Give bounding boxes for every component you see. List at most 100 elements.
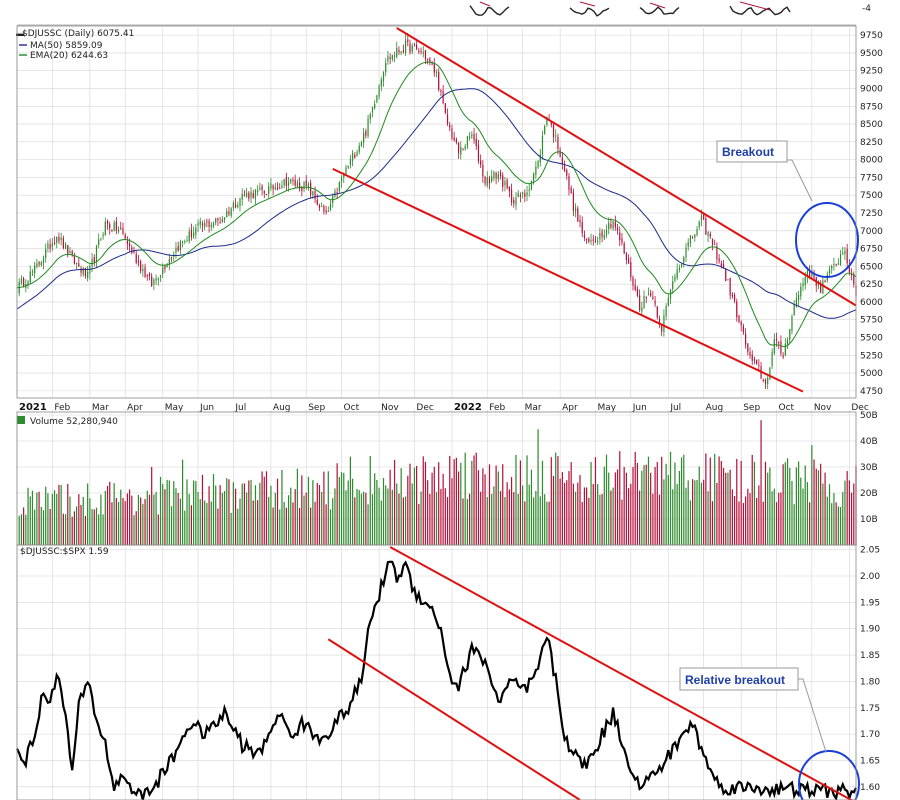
volume-bar: [619, 451, 621, 545]
volume-bar: [493, 486, 495, 545]
volume-bar: [413, 467, 416, 545]
volume-bar: [658, 494, 661, 545]
candle-body: [287, 182, 290, 186]
volume-bar: [667, 475, 669, 545]
volume-bar: [804, 465, 806, 545]
volume-bar: [563, 482, 566, 545]
candle-body: [590, 240, 592, 242]
volume-bar: [612, 487, 614, 545]
volume-bar: [464, 452, 466, 545]
volume-bar: [25, 514, 27, 545]
candle-body: [842, 252, 844, 255]
candle-body: [378, 85, 380, 97]
candle-body: [707, 231, 709, 236]
volume-bar: [188, 493, 190, 545]
candle-body: [400, 51, 402, 53]
volume-bar: [822, 483, 824, 545]
volume-bar: [471, 460, 473, 545]
candle-body: [232, 202, 234, 209]
volume-bar: [363, 491, 365, 545]
candle-body: [120, 227, 122, 229]
candle-body: [599, 232, 601, 240]
volume-bar: [343, 472, 345, 545]
candle-body: [663, 315, 665, 332]
volume-bar: [669, 451, 672, 545]
volume-bar: [630, 483, 632, 545]
price-y-tick-label: 6750: [860, 245, 883, 255]
volume-bar: [850, 492, 853, 545]
candle-body: [616, 227, 619, 231]
candle-body: [73, 256, 76, 264]
date-axis-label: Nov: [381, 403, 399, 413]
candle-body: [725, 269, 727, 281]
volume-bar: [802, 488, 804, 545]
candle-body: [146, 275, 148, 277]
candle-body: [360, 142, 363, 146]
candle-body: [632, 277, 634, 286]
candle-body: [257, 190, 259, 193]
candle-body: [477, 144, 480, 162]
candle-body: [223, 217, 226, 221]
volume-bar: [396, 483, 398, 545]
ratio-channel-upper: [389, 546, 854, 800]
volume-bar: [707, 491, 709, 545]
volume-bar: [323, 471, 325, 545]
volume-bar: [793, 504, 795, 545]
volume-bar: [663, 479, 665, 545]
candle-body: [700, 215, 703, 221]
volume-bar: [360, 493, 363, 545]
candle-body: [786, 340, 789, 345]
candle-body: [142, 269, 144, 271]
candle-body: [84, 267, 87, 277]
ratio-y-axis: 1.60 1.65 1.70 1.75 1.80 1.85 1.90 1.95 2.00 2.05: [860, 546, 880, 793]
candle-body: [685, 247, 687, 258]
volume-bar: [703, 479, 705, 545]
volume-bar: [592, 484, 594, 545]
candle-body: [316, 199, 318, 205]
candle-body: [371, 106, 374, 113]
candle-body: [566, 170, 568, 176]
candle-body: [115, 221, 117, 231]
volume-bar: [685, 487, 687, 545]
price-y-tick-label: 6500: [860, 262, 883, 272]
candle-body: [265, 194, 268, 196]
volume-bar: [506, 482, 508, 545]
candle-body: [784, 343, 786, 356]
candle-body: [449, 125, 451, 128]
breakout-circle: [795, 202, 859, 278]
volume-bar: [153, 494, 155, 545]
candle-body: [67, 245, 69, 255]
candle-body: [625, 253, 627, 261]
volume-bar: [760, 420, 762, 545]
candle-body: [199, 221, 201, 225]
candle-body: [418, 50, 420, 52]
candle-body: [62, 237, 64, 249]
candle-body: [762, 379, 764, 381]
volume-bar: [265, 471, 268, 545]
volume-bar: [733, 496, 736, 545]
volume-bar: [281, 469, 283, 545]
volume-bar: [581, 501, 583, 545]
ratio-y-tick-label: 1.90: [860, 625, 880, 635]
volume-bar: [389, 469, 391, 545]
candle-body: [581, 222, 583, 234]
candle-body: [263, 191, 265, 194]
volume-bar: [168, 480, 170, 545]
candle-body: [698, 221, 700, 227]
ratio-y-tick-label: 1.70: [860, 730, 880, 740]
candle-body: [703, 214, 705, 220]
candle-body: [193, 232, 195, 237]
volume-bar: [533, 497, 535, 545]
candle-body: [574, 207, 577, 212]
volume-bar: [513, 492, 515, 545]
candle-body: [537, 160, 539, 168]
price-y-tick-label: 5250: [860, 351, 883, 361]
candle-body: [164, 265, 166, 270]
volume-bar: [610, 490, 612, 545]
volume-bar: [572, 483, 574, 545]
candle-body: [76, 262, 78, 265]
volume-bar: [548, 501, 550, 545]
candle-body: [98, 239, 100, 245]
candle-body: [736, 301, 738, 318]
candle-body: [296, 182, 299, 188]
